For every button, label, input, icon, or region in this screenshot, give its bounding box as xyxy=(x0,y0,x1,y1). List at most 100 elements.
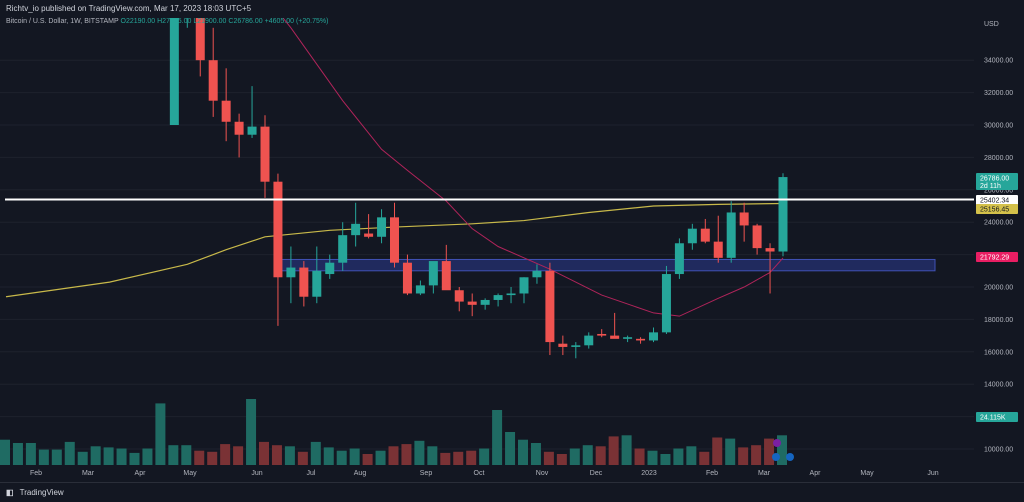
price-tag xyxy=(976,412,1018,422)
volume-bar xyxy=(129,452,140,465)
price-tag xyxy=(976,204,1018,214)
candle-body[interactable] xyxy=(338,235,348,263)
grid xyxy=(0,59,974,450)
candle-body[interactable] xyxy=(778,177,788,252)
currency-label: USD xyxy=(984,21,999,28)
time-tick-label: Sep xyxy=(420,470,433,477)
candle-body[interactable] xyxy=(195,16,205,61)
time-tick-label: Apr xyxy=(810,470,822,477)
candle-body[interactable] xyxy=(713,241,723,258)
candle-body[interactable] xyxy=(545,270,555,343)
candle-body[interactable] xyxy=(571,345,581,347)
event-marker-icon[interactable] xyxy=(786,453,794,461)
candle-body[interactable] xyxy=(636,338,646,341)
volume-bar xyxy=(12,443,23,465)
candle-body[interactable] xyxy=(610,335,620,339)
time-tick-label: Jun xyxy=(251,470,262,477)
candle-body[interactable] xyxy=(674,243,684,275)
candle-body[interactable] xyxy=(390,217,399,263)
candle-body[interactable] xyxy=(584,335,594,346)
candle-body[interactable] xyxy=(221,100,231,122)
price-tick-label: 26000.00 xyxy=(984,187,1013,194)
candle-body[interactable] xyxy=(765,248,775,252)
publish-info: Richtv_io published on TradingView.com, … xyxy=(0,0,1024,18)
support-zone xyxy=(276,258,936,272)
tradingview-logo-icon[interactable]: ◧ xyxy=(6,488,14,497)
candle-body[interactable] xyxy=(247,126,257,135)
volume-bar xyxy=(738,447,749,465)
volume-bars xyxy=(0,399,787,465)
symbol-legend: Bitcoin / U.S. Dollar, 1W, BITSTAMP O221… xyxy=(6,18,328,25)
candle-body[interactable] xyxy=(364,233,374,237)
ohlc-low: L21900.00 xyxy=(193,18,227,25)
ohlc-change: +4605.00 (+20.75%) xyxy=(264,18,329,25)
volume-bar xyxy=(647,450,658,465)
candle-body[interactable] xyxy=(312,270,322,297)
candle-body[interactable] xyxy=(623,337,633,339)
event-marker-icon[interactable] xyxy=(773,439,781,447)
candle-body[interactable] xyxy=(739,212,749,226)
time-tick-label: May xyxy=(860,470,874,477)
candle-body[interactable] xyxy=(687,228,697,244)
candle-body[interactable] xyxy=(273,181,283,278)
candle-body[interactable] xyxy=(597,333,607,336)
candle-body[interactable] xyxy=(506,293,516,296)
volume-bar xyxy=(103,447,114,465)
time-tick-label: Aug xyxy=(354,470,367,477)
volume-bar xyxy=(233,446,244,465)
time-tick-label: Jul xyxy=(307,470,316,477)
candle-body[interactable] xyxy=(480,299,490,305)
candle-body[interactable] xyxy=(169,16,179,125)
candle-body[interactable] xyxy=(286,267,296,278)
candle-body[interactable] xyxy=(208,60,218,101)
volume-bar xyxy=(608,436,619,465)
candle-body[interactable] xyxy=(700,228,710,242)
price-tick-label: 34000.00 xyxy=(984,58,1013,65)
volume-bar xyxy=(284,446,295,465)
price-tick-label: 28000.00 xyxy=(984,155,1013,162)
volume-bar xyxy=(142,448,153,465)
price-tag-value: 24.115K xyxy=(980,415,1006,422)
candle-body[interactable] xyxy=(649,332,658,341)
event-marker-icon[interactable] xyxy=(772,453,780,461)
volume-bar xyxy=(699,451,710,465)
volume-bar xyxy=(64,441,75,465)
volume-bar xyxy=(479,448,490,465)
price-tag xyxy=(976,173,1018,190)
candle-body[interactable] xyxy=(299,267,309,297)
candle-body[interactable] xyxy=(260,126,270,182)
candle-body[interactable] xyxy=(325,262,335,275)
candle-body[interactable] xyxy=(415,285,425,294)
price-axis: USD10000.0012000.0014000.0016000.0018000… xyxy=(974,0,1024,482)
volume-bar xyxy=(388,446,399,465)
candle-body[interactable] xyxy=(726,212,736,258)
candle-body[interactable] xyxy=(402,262,412,294)
candle-body[interactable] xyxy=(441,261,451,291)
candle-body[interactable] xyxy=(532,270,542,278)
candle-body[interactable] xyxy=(454,290,464,302)
volume-bar xyxy=(505,432,516,465)
volume-bar xyxy=(660,454,671,465)
event-markers xyxy=(772,439,794,461)
candle-body[interactable] xyxy=(752,225,762,249)
candle-body[interactable] xyxy=(519,277,529,294)
volume-bar xyxy=(0,439,10,465)
price-tag-value: 25402.34 xyxy=(980,198,1009,205)
candle-body[interactable] xyxy=(351,223,361,236)
volume-bar xyxy=(414,440,425,465)
candle-body[interactable] xyxy=(661,274,671,333)
time-tick-label: 2023 xyxy=(641,470,657,477)
price-tick-label: 20000.00 xyxy=(984,285,1013,292)
volume-bar xyxy=(518,439,528,465)
candle-body[interactable] xyxy=(493,295,503,300)
volume-bar xyxy=(466,450,477,465)
volume-bar xyxy=(336,450,347,465)
candle-body[interactable] xyxy=(234,121,244,135)
volume-bar xyxy=(712,437,723,465)
candle-body[interactable] xyxy=(428,261,438,286)
volume-bar xyxy=(181,445,192,465)
candle-body[interactable] xyxy=(467,301,477,305)
candle-body[interactable] xyxy=(377,217,387,237)
candle-body[interactable] xyxy=(558,343,568,347)
